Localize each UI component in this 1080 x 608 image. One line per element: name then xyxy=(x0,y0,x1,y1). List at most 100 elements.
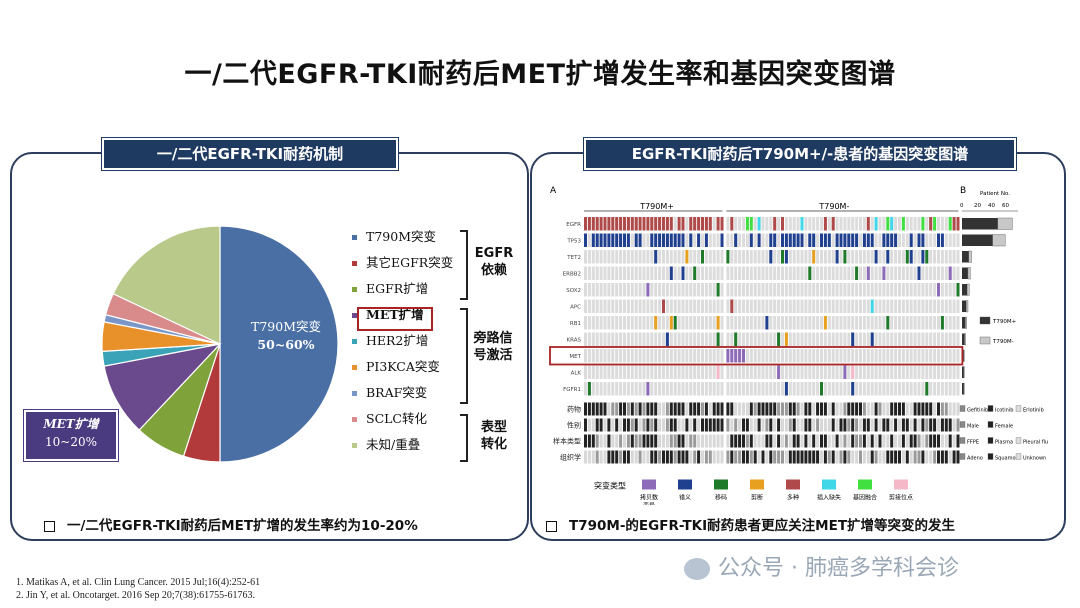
onco-cell xyxy=(827,266,831,280)
mutation-type-label: 剪接位点 xyxy=(889,494,913,502)
mutation-type-label: 基因融合 xyxy=(853,494,877,502)
clinical-cell xyxy=(781,434,784,448)
onco-cell xyxy=(669,299,673,313)
onco-cell xyxy=(697,349,701,363)
onco-cell xyxy=(742,316,745,330)
mutation-type-swatch xyxy=(894,479,908,490)
onco-mutation xyxy=(662,233,665,247)
clinical-cell xyxy=(843,450,847,464)
onco-cell xyxy=(769,382,773,396)
clinical-cell xyxy=(673,434,677,448)
onco-cell xyxy=(859,233,862,247)
onco-cell xyxy=(925,283,929,297)
onco-cell xyxy=(584,283,587,297)
onco-cell xyxy=(689,382,693,396)
clinical-cell xyxy=(765,402,769,416)
onco-cell xyxy=(749,316,753,330)
onco-cell xyxy=(788,382,792,396)
onco-mutation xyxy=(882,266,886,280)
onco-cell xyxy=(901,299,905,313)
clinical-cell xyxy=(859,434,862,448)
onco-cell xyxy=(681,250,685,264)
onco-cell xyxy=(662,283,665,297)
onco-cell xyxy=(878,266,882,280)
clinical-cell xyxy=(870,402,874,416)
onco-cell xyxy=(866,299,870,313)
onco-cell xyxy=(917,332,921,346)
onco-cell xyxy=(796,382,800,396)
onco-cell xyxy=(788,316,792,330)
onco-cell xyxy=(843,349,847,363)
onco-mutation xyxy=(603,217,607,231)
clinical-cell xyxy=(646,450,650,464)
clinical-cell xyxy=(909,434,913,448)
legend-swatch xyxy=(352,287,357,292)
onco-cell xyxy=(623,283,626,297)
onco-mutation xyxy=(862,233,866,247)
clin-legend-swatch xyxy=(987,453,994,460)
onco-cell xyxy=(615,332,619,346)
clinical-cell xyxy=(745,450,749,464)
onco-cell xyxy=(913,217,917,231)
onco-cell xyxy=(726,299,730,313)
clinical-cell xyxy=(796,418,800,432)
clinical-cell xyxy=(820,418,823,432)
onco-mutation xyxy=(720,217,724,231)
onco-cell xyxy=(726,365,730,379)
onco-cell xyxy=(913,382,917,396)
onco-cell xyxy=(646,316,650,330)
onco-cell xyxy=(716,250,720,264)
onco-cell xyxy=(921,332,925,346)
clinical-cell xyxy=(839,450,843,464)
onco-cell xyxy=(937,316,940,330)
clinical-cell xyxy=(587,418,591,432)
onco-mutation xyxy=(870,233,874,247)
onco-cell xyxy=(765,365,769,379)
onco-cell xyxy=(584,316,587,330)
onco-cell xyxy=(730,250,734,264)
onco-cell xyxy=(650,299,654,313)
clinical-cell xyxy=(784,418,788,432)
clinical-cell xyxy=(730,450,734,464)
onco-mutation xyxy=(716,365,720,379)
onco-cell xyxy=(878,217,882,231)
clinical-cell xyxy=(704,418,708,432)
onco-cell xyxy=(831,250,835,264)
onco-mutation xyxy=(669,233,673,247)
onco-cell xyxy=(638,266,642,280)
onco-mutation xyxy=(812,233,816,247)
onco-mutation xyxy=(599,217,603,231)
onco-cell xyxy=(642,266,646,280)
onco-cell xyxy=(851,349,855,363)
onco-cell xyxy=(878,316,882,330)
onco-cell xyxy=(886,283,890,297)
clinical-cell xyxy=(874,434,878,448)
t790m-pie-value: 50~60% xyxy=(257,337,315,352)
clinical-cell xyxy=(956,434,960,448)
onco-cell xyxy=(839,349,843,363)
onco-mutation xyxy=(956,217,960,231)
bar-axis-tick: 0 xyxy=(960,203,964,209)
onco-cell xyxy=(944,349,948,363)
onco-mutation xyxy=(689,233,693,247)
onco-cell xyxy=(948,299,952,313)
onco-cell xyxy=(944,250,948,264)
onco-mutation xyxy=(800,233,804,247)
clinical-cell xyxy=(878,450,882,464)
clinical-cell xyxy=(749,418,753,432)
clinical-cell xyxy=(607,402,611,416)
onco-cell xyxy=(734,365,738,379)
clinical-cell xyxy=(765,418,769,432)
clinical-cell xyxy=(816,450,820,464)
onco-mutation xyxy=(823,316,827,330)
clinical-cell xyxy=(626,450,630,464)
clinical-cell xyxy=(654,418,658,432)
clinical-cell xyxy=(623,450,626,464)
panel-label-a: A xyxy=(550,186,557,196)
clinical-cell xyxy=(607,418,611,432)
onco-cell xyxy=(796,299,800,313)
onco-cell xyxy=(792,250,796,264)
onco-cell xyxy=(812,349,816,363)
onco-cell xyxy=(712,233,716,247)
onco-cell xyxy=(753,365,757,379)
